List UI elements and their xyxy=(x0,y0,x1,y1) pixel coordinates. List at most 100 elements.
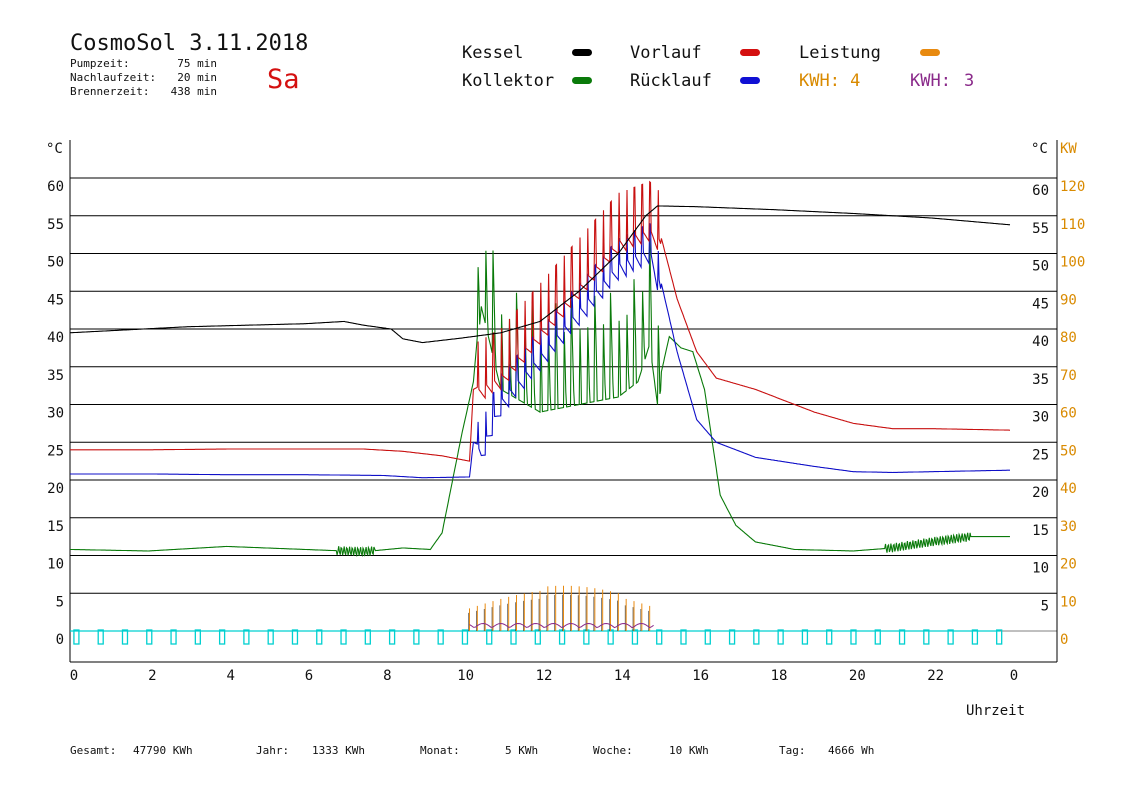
pump-marker xyxy=(437,629,444,645)
y-kw-tick-90: 90 xyxy=(1060,292,1077,308)
series-line-vorlauf xyxy=(70,180,1011,462)
pump-marker xyxy=(996,629,1003,645)
y-kw-tick-110: 110 xyxy=(1060,217,1085,233)
pump-marker xyxy=(218,629,226,645)
y-kw-tick-120: 120 xyxy=(1060,179,1085,195)
pump-marker xyxy=(291,629,299,645)
pump-marker xyxy=(243,629,250,645)
legend-vorlauf-swatch xyxy=(740,49,760,56)
y-right-tick-30: 30 xyxy=(1032,410,1049,426)
footer-gesamt-value: 47790 KWh xyxy=(133,744,193,757)
pump-marker xyxy=(461,629,469,645)
pump-marker xyxy=(923,629,930,645)
footer-jahr-label: Jahr: xyxy=(256,744,289,757)
pump-marker xyxy=(534,629,541,645)
y-kw-tick-40: 40 xyxy=(1060,481,1077,497)
pump-marker xyxy=(680,629,687,645)
y-kw-tick-10: 10 xyxy=(1060,594,1077,610)
pump-marker xyxy=(753,629,760,645)
legend-kwh2-label: KWH: xyxy=(910,71,951,91)
y-right-tick-25: 25 xyxy=(1032,447,1049,463)
chart-title: CosmoSol 3.11.2018 xyxy=(70,31,308,56)
y-kw-tick-0: 0 xyxy=(1060,632,1068,648)
footer-tag-label: Tag: xyxy=(779,744,806,757)
x-tick-7: 14 xyxy=(614,668,631,684)
pump-marker xyxy=(486,629,493,645)
x-tick-2: 4 xyxy=(226,668,234,684)
series-lines xyxy=(69,180,1011,558)
kw-unit-label: KW xyxy=(1060,141,1077,157)
y-right-tick-60: 60 xyxy=(1032,183,1049,199)
info-label-nachlauf: Nachlaufzeit: xyxy=(70,71,156,84)
pump-marker xyxy=(510,629,517,645)
footer-tag-value: 4666 Wh xyxy=(828,744,874,757)
pump-marker xyxy=(947,629,954,645)
info-value-nachlauf: 20 min xyxy=(177,71,217,84)
series-line-kessel xyxy=(69,205,1011,344)
legend-kwh1: KWH: 4 xyxy=(799,71,860,91)
pump-marker xyxy=(388,629,396,645)
x-tick-11: 22 xyxy=(927,668,944,684)
right-unit-label: °C xyxy=(1031,141,1048,157)
y-kw-tick-50: 50 xyxy=(1060,443,1077,459)
legend-kollektor-label: Kollektor xyxy=(462,71,554,91)
info-label-pump: Pumpzeit: xyxy=(70,57,130,70)
pump-marker xyxy=(826,629,833,645)
x-tick-10: 20 xyxy=(849,668,866,684)
y-left-tick-25: 25 xyxy=(47,443,64,459)
legend-leistung-swatch xyxy=(920,49,940,56)
y-left-tick-40: 40 xyxy=(47,330,64,346)
y-right-tick-40: 40 xyxy=(1032,334,1049,350)
pump-marker xyxy=(704,629,711,645)
x-tick-4: 8 xyxy=(383,668,391,684)
y-left-tick-45: 45 xyxy=(47,292,64,308)
kwh-line xyxy=(469,622,654,629)
legend-kollektor-swatch xyxy=(572,77,592,84)
x-tick-8: 16 xyxy=(692,668,709,684)
pump-marker xyxy=(340,629,347,645)
x-tick-6: 12 xyxy=(536,668,553,684)
y-right-tick-45: 45 xyxy=(1032,296,1049,312)
y-left-tick-15: 15 xyxy=(47,519,64,535)
pump-marker xyxy=(777,629,784,645)
pump-marker xyxy=(583,629,590,645)
x-tick-12: 0 xyxy=(1010,668,1018,684)
footer-monat-label: Monat: xyxy=(420,744,460,757)
y-left-tick-0: 0 xyxy=(56,632,64,648)
pump-marker xyxy=(194,629,201,645)
pump-marker xyxy=(801,629,809,645)
legend-kwh2-value: 3 xyxy=(964,71,974,91)
x-tick-0: 0 xyxy=(70,668,78,684)
y-right-tick-15: 15 xyxy=(1032,523,1049,539)
pump-marker xyxy=(898,629,906,645)
legend-kessel-swatch xyxy=(572,49,592,56)
y-kw-tick-100: 100 xyxy=(1060,255,1085,271)
pump-marker xyxy=(874,629,881,645)
legend-vorlauf-label: Vorlauf xyxy=(630,43,702,63)
y-kw-tick-70: 70 xyxy=(1060,368,1077,384)
y-right-tick-55: 55 xyxy=(1032,221,1049,237)
pump-marker xyxy=(267,629,274,645)
footer-monat-value: 5 KWh xyxy=(505,744,538,757)
y-right-tick-50: 50 xyxy=(1032,259,1049,275)
pump-marker xyxy=(728,629,736,645)
pump-marker xyxy=(316,629,323,645)
legend-leistung-label: Leistung xyxy=(799,43,881,63)
y-kw-tick-60: 60 xyxy=(1060,406,1077,422)
footer-jahr-value: 1333 KWh xyxy=(312,744,365,757)
info-label-brenner: Brennerzeit: xyxy=(70,85,149,98)
pump-marker xyxy=(121,629,129,645)
pump-marker xyxy=(73,629,80,645)
legend-kessel-label: Kessel xyxy=(462,43,523,63)
y-kw-tick-30: 30 xyxy=(1060,519,1077,535)
y-left-tick-5: 5 xyxy=(56,594,64,610)
y-right-tick-20: 20 xyxy=(1032,485,1049,501)
y-left-tick-20: 20 xyxy=(47,481,64,497)
pump-marker xyxy=(558,629,566,645)
y-right-tick-10: 10 xyxy=(1032,561,1049,577)
footer-woche-value: 10 KWh xyxy=(669,744,709,757)
y-kw-tick-80: 80 xyxy=(1060,330,1077,346)
y-right-tick-5: 5 xyxy=(1041,598,1049,614)
pump-marker xyxy=(413,629,420,645)
